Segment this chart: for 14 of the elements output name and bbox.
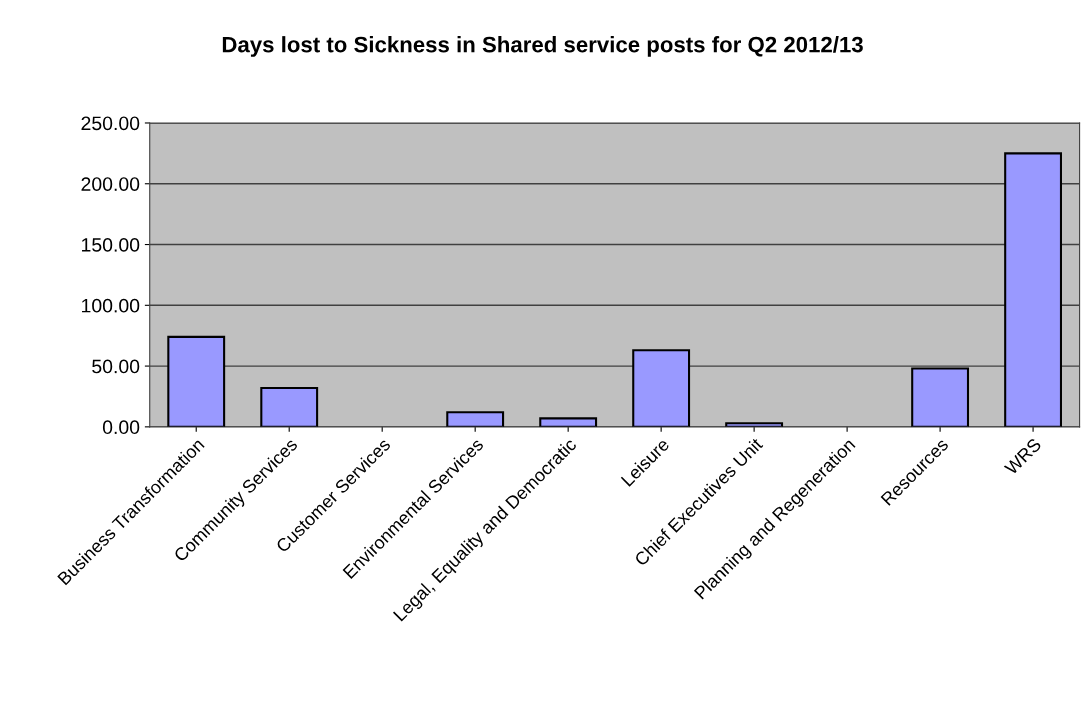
bar xyxy=(1004,152,1063,427)
bar xyxy=(632,349,691,427)
bar xyxy=(539,417,598,427)
chart-title: Days lost to Sickness in Shared service posts for Q2 2012/13 xyxy=(222,36,863,57)
bar xyxy=(167,335,226,427)
bar xyxy=(446,411,505,427)
y-tick-label: 0.00 xyxy=(102,420,140,435)
bar xyxy=(911,367,970,427)
y-tick-label: 200.00 xyxy=(81,177,140,191)
y-tick-label: 50.00 xyxy=(92,359,140,374)
y-tick-label: 100.00 xyxy=(82,298,140,313)
y-tick-label: 150.00 xyxy=(82,238,140,252)
bar xyxy=(260,386,319,427)
y-tick-label: 250.00 xyxy=(81,116,140,131)
